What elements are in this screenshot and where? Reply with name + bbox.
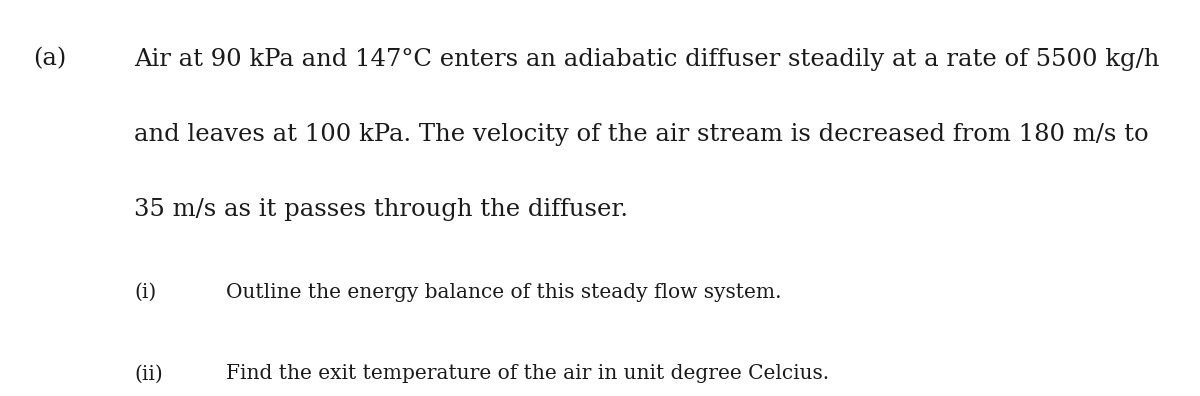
Text: and leaves at 100 kPa. The velocity of the air stream is decreased from 180 m/s : and leaves at 100 kPa. The velocity of t… bbox=[134, 123, 1150, 146]
Text: (a): (a) bbox=[34, 48, 67, 70]
Text: (i): (i) bbox=[134, 283, 157, 302]
Text: Find the exit temperature of the air in unit degree Celcius.: Find the exit temperature of the air in … bbox=[226, 364, 829, 383]
Text: 35 m/s as it passes through the diffuser.: 35 m/s as it passes through the diffuser… bbox=[134, 198, 629, 221]
Text: Air at 90 kPa and 147°C enters an adiabatic diffuser steadily at a rate of 5500 : Air at 90 kPa and 147°C enters an adiaba… bbox=[134, 48, 1159, 70]
Text: (ii): (ii) bbox=[134, 364, 163, 383]
Text: Outline the energy balance of this steady flow system.: Outline the energy balance of this stead… bbox=[226, 283, 781, 302]
